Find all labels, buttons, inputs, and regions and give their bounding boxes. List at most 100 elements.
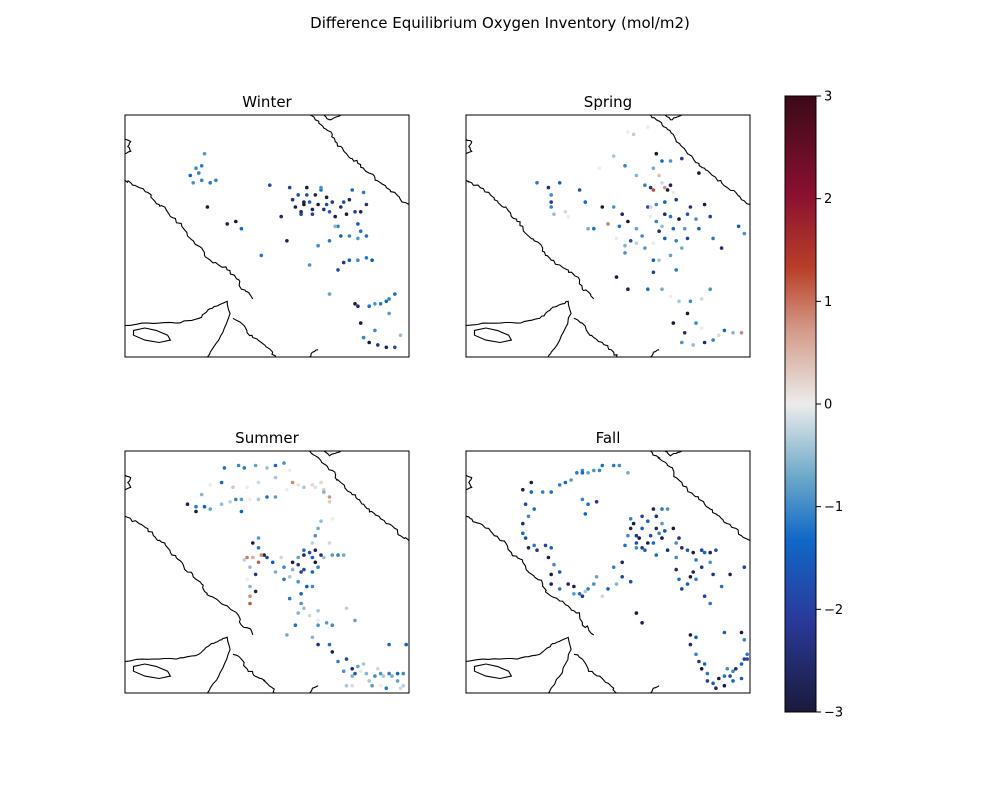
scatter-point <box>680 340 684 345</box>
scatter-point <box>268 183 272 187</box>
scatter-point <box>302 485 306 490</box>
scatter-point <box>617 463 622 468</box>
scatter-point <box>373 328 377 333</box>
scatter-point <box>575 471 579 475</box>
map-frame <box>124 114 410 358</box>
scatter-point <box>324 621 329 625</box>
scatter-point <box>734 667 738 671</box>
scatter-point <box>330 553 335 557</box>
scatter-point <box>344 657 349 661</box>
scatter-point <box>521 521 525 526</box>
scatter-point <box>722 683 727 688</box>
scatter-point <box>404 642 409 647</box>
scatter-point <box>327 239 332 243</box>
scatter-point <box>316 565 320 569</box>
scatter-point <box>549 200 553 204</box>
scatter-point <box>680 546 684 550</box>
scatter-point <box>583 200 588 204</box>
scatter-point <box>685 582 690 586</box>
scatter-point <box>296 483 300 487</box>
scatter-point <box>242 466 247 470</box>
scatter-point <box>611 205 616 209</box>
scatter-point <box>566 582 570 586</box>
scatter-point <box>287 468 292 473</box>
scatter-point <box>185 502 190 506</box>
scatter-point <box>285 239 289 243</box>
scatter-point <box>347 197 352 202</box>
scatter-point <box>273 463 278 468</box>
scatter-point <box>742 565 747 569</box>
scatter-point <box>239 509 244 514</box>
scatter-point <box>708 214 712 219</box>
scatter-point <box>395 679 400 683</box>
scatter-point <box>611 463 616 468</box>
scatter-point <box>356 236 360 241</box>
scatter-point <box>711 681 715 686</box>
scatter-point <box>688 205 693 209</box>
scatter-point <box>742 657 747 661</box>
scatter-point <box>341 200 346 204</box>
scatter-point <box>194 504 198 509</box>
scatter-point <box>259 253 264 258</box>
colorbar-tick-label: −2 <box>824 603 843 618</box>
scatter-point <box>628 579 633 584</box>
scatter-point <box>663 236 667 241</box>
scatter-point <box>626 219 630 224</box>
scatter-point <box>393 292 397 296</box>
scatter-point <box>299 601 303 606</box>
scatter-point <box>358 229 363 233</box>
scatter-point <box>626 130 630 134</box>
scatter-point <box>580 594 585 598</box>
coastline-line <box>232 653 276 693</box>
scatter-point <box>657 258 661 262</box>
scatter-point <box>341 260 346 265</box>
scatter-point <box>674 555 678 560</box>
scatter-point <box>739 676 744 681</box>
scatter-point <box>742 231 747 236</box>
scatter-point <box>376 667 380 671</box>
scatter-point <box>373 302 377 306</box>
scatter-point <box>327 500 332 504</box>
scatter-point <box>367 304 371 308</box>
scatter-point <box>387 642 391 647</box>
scatter-point <box>549 546 553 550</box>
scatter-point <box>643 183 647 187</box>
scatter-point <box>694 321 698 325</box>
scatter-point <box>336 659 340 664</box>
scatter-point <box>376 343 380 347</box>
scatter-point <box>640 526 644 531</box>
scatter-point <box>316 202 320 207</box>
scatter-point <box>390 674 394 678</box>
scatter-point <box>606 222 610 226</box>
scatter-point <box>699 326 704 330</box>
scatter-point <box>546 185 551 190</box>
panel-spring: Spring <box>465 93 751 358</box>
scatter-point <box>290 197 295 202</box>
scatter-point <box>199 178 204 183</box>
panels: Winter Spring Summer Fall <box>124 93 751 694</box>
scatter-point <box>685 212 690 216</box>
scatter-point <box>199 492 204 497</box>
scatter-point <box>353 618 357 623</box>
scatter-point <box>685 548 690 552</box>
scatter-point <box>631 132 636 137</box>
scatter-point <box>248 497 252 502</box>
scatter-point <box>708 287 712 291</box>
scatter-point <box>702 202 707 207</box>
scatter-point <box>680 246 684 250</box>
scatter-point <box>691 550 695 555</box>
scatter-point <box>569 478 573 482</box>
scatter-point <box>316 243 320 248</box>
scatter-point <box>316 642 320 647</box>
scatter-point <box>654 526 659 531</box>
scatter-point <box>697 659 701 664</box>
scatter-point <box>600 463 605 468</box>
scatter-point <box>353 210 357 214</box>
scatter-point <box>660 224 664 229</box>
scatter-point <box>640 546 644 550</box>
colorbar-tick-label: −1 <box>824 500 843 515</box>
scatter-point <box>245 577 249 582</box>
scatter-point <box>708 601 712 606</box>
scatter-point <box>293 623 298 627</box>
